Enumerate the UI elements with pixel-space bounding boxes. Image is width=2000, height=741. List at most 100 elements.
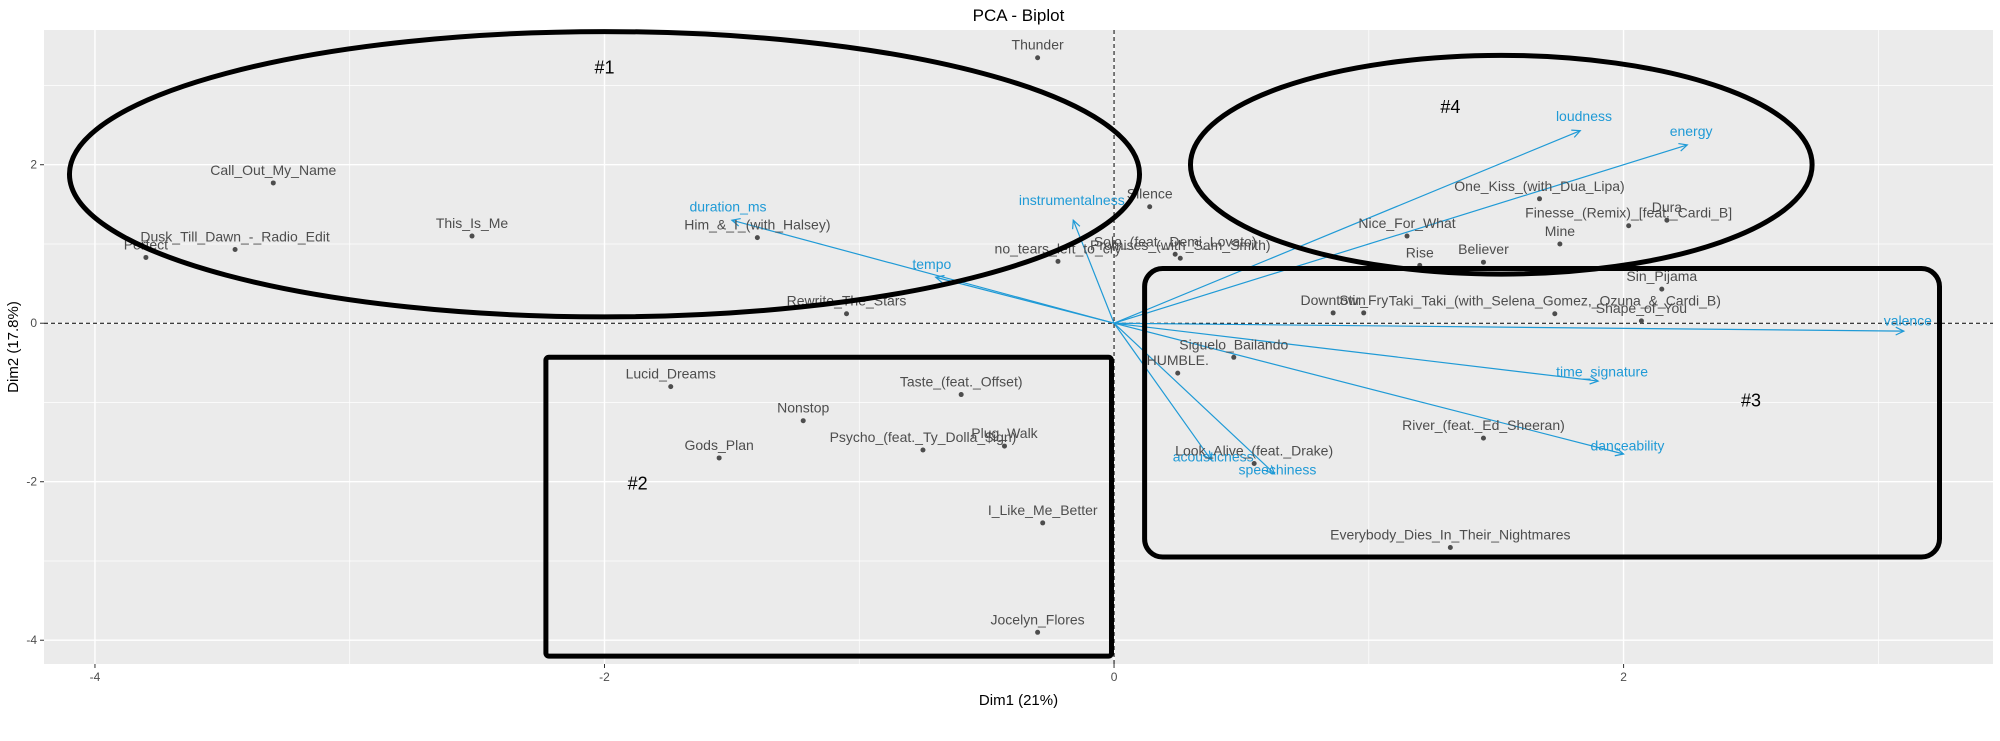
point-Thunder [1035,55,1041,61]
point-label-Sin_Pijama: Sin_Pijama [1626,268,1697,284]
group-label-1: #1 [594,58,614,78]
group-annotations: #1 #2 #3 #4 [66,29,1942,659]
variable-label-loudness: loudness [1556,108,1612,124]
point-label-Solo_(feat._Demi_Lovato): Solo_(feat._Demi_Lovato) [1094,233,1257,249]
axis-ticks: -4 -2 0 2 -4 -2 0 2 [26,158,1627,684]
point-label-Dura: Dura [1652,199,1683,215]
point-label-Stir_Fry: Stir_Fry [1339,292,1388,308]
arrow-valence [1114,322,1904,332]
point-I_Like_Me_Better [1040,520,1046,526]
variable-label-speechiness: speechiness [1239,462,1317,478]
point-label-Shape_of_You: Shape_of_You [1596,300,1687,316]
group-shape-1 [66,29,1143,320]
point-Siguelo_Bailando [1231,354,1237,360]
variable-label-acousticness: acousticness [1173,449,1254,465]
point-Everybody_Dies_In_Their_Nightmares [1447,545,1453,551]
point-Jocelyn_Flores [1035,629,1041,635]
y-axis-label: Dim2 (17.8%) [5,301,22,393]
arrow-danceability [1113,322,1624,455]
point-label-Finesse_(Remix)_[feat._Cardi_B]: Finesse_(Remix)_[feat._Cardi_B] [1525,205,1732,221]
point-label-Taki_Taki_(with_Selena_Gomez,_Ozuna_&_Cardi_B): Taki_Taki_(with_Selena_Gomez,_Ozuna_&_Ca… [1389,293,1721,309]
point-label-HUMBLE.: HUMBLE. [1147,352,1209,368]
individual-points: Thunder Call_Out_My_Name Dusk_Till_Dawn_-_… [124,37,1732,635]
point-label-Psycho_(feat._Ty_Dolla_$ign): Psycho_(feat._Ty_Dolla_$ign) [830,429,1017,445]
point-label-Nonstop: Nonstop [777,400,829,416]
arrow-time_signature [1113,322,1599,382]
variable-label-instrumentalness: instrumentalness [1019,192,1125,208]
point-label-Dusk_Till_Dawn_-_Radio_Edit: Dusk_Till_Dawn_-_Radio_Edit [140,229,329,245]
point-Rewrite_The_Stars [844,311,850,317]
point-Taste_(feat._Offset) [958,392,964,398]
arrowhead-danceability [1614,447,1625,457]
arrowhead-loudness [1571,129,1582,138]
arrowhead-time_signature [1589,375,1600,385]
point-label-This_Is_Me: This_Is_Me [436,215,509,231]
point-This_Is_Me [469,233,475,239]
point-label-Downtown: Downtown [1300,292,1365,308]
point-Call_Out_My_Name [270,180,276,186]
point-Him_&_I_(with_Halsey) [754,235,760,241]
arrowhead-energy [1678,142,1689,152]
point-Believer [1480,259,1486,265]
y-tick-label: 2 [30,158,37,172]
point-Perfect [143,254,149,260]
point-Downtown [1330,310,1336,316]
point-Look_Alive_(feat._Drake) [1251,460,1257,466]
point-Gods_Plan [716,455,722,461]
x-tick-label: -2 [599,670,610,684]
arrowhead-duration_ms [730,217,741,227]
point-no_tears_left_to_cry [1055,258,1061,264]
point-label-Mine: Mine [1545,223,1576,239]
arrowhead-speechiness [1265,465,1276,475]
variable-arrows: loudness energy duration_ms instrumentalnes… [689,108,1932,478]
point-Taki_Taki_(with_Selena_Gomez,_Ozuna_&_Cardi_B) [1552,311,1558,317]
point-label-Jocelyn_Flores: Jocelyn_Flores [991,611,1085,627]
variable-label-valence: valence [1884,312,1932,328]
point-Nonstop [800,418,806,424]
variable-label-time_signature: time_signature [1556,363,1648,379]
y-tick-label: -4 [26,633,37,647]
group-shape-3 [1142,266,1942,560]
point-Psycho_(feat._Ty_Dolla_$ign) [920,447,926,453]
variable-label-duration_ms: duration_ms [689,199,766,215]
arrow-energy [1113,144,1688,324]
group-shape-4 [1187,52,1815,277]
point-label-Believer: Believer [1458,241,1509,257]
point-label-River_(feat._Ed_Sheeran): River_(feat._Ed_Sheeran) [1402,417,1565,433]
point-label-Gods_Plan: Gods_Plan [685,437,754,453]
arrowhead-tempo [934,274,945,284]
arrow-tempo [935,276,1115,324]
point-label-Taste_(feat._Offset): Taste_(feat._Offset) [900,374,1023,390]
x-axis-label: Dim1 (21%) [979,692,1058,709]
point-Shape_of_You [1638,318,1644,324]
point-label-Promises_(with_Sam_Smith): Promises_(with_Sam_Smith) [1090,237,1271,253]
y-tick-label: -2 [26,475,37,489]
point-label-Lucid_Dreams: Lucid_Dreams [626,366,716,382]
point-label-Thunder: Thunder [1012,37,1064,53]
point-Plug_Walk [1001,443,1007,449]
point-Promises_(with_Sam_Smith) [1177,255,1183,261]
point-label-Call_Out_My_Name: Call_Out_My_Name [210,162,336,178]
point-Stir_Fry [1361,310,1367,316]
x-tick-label: 0 [1111,670,1118,684]
x-tick-label: 2 [1620,670,1627,684]
point-label-Everybody_Dies_In_Their_Nightmares: Everybody_Dies_In_Their_Nightmares [1330,527,1570,543]
point-label-One_Kiss_(with_Dua_Lipa): One_Kiss_(with_Dua_Lipa) [1454,178,1624,194]
point-HUMBLE. [1175,370,1181,376]
point-label-I_Like_Me_Better: I_Like_Me_Better [988,502,1098,518]
variable-label-danceability: danceability [1590,437,1664,453]
arrow-duration_ms [731,219,1115,324]
variable-label-energy: energy [1670,123,1713,139]
point-Silence [1147,204,1153,210]
arrow-acousticness [1113,322,1212,460]
point-label-Plug_Walk: Plug_Walk [971,425,1038,441]
arrowhead-valence [1895,326,1906,336]
point-Finesse_(Remix)_[feat._Cardi_B] [1626,223,1632,229]
point-Lucid_Dreams [668,384,674,390]
x-tick-label: -4 [90,670,101,684]
arrowhead-acousticness [1202,450,1212,461]
arrow-speechiness [1113,322,1275,475]
arrow-loudness [1113,130,1581,324]
arrowhead-instrumentalness [1072,218,1081,230]
